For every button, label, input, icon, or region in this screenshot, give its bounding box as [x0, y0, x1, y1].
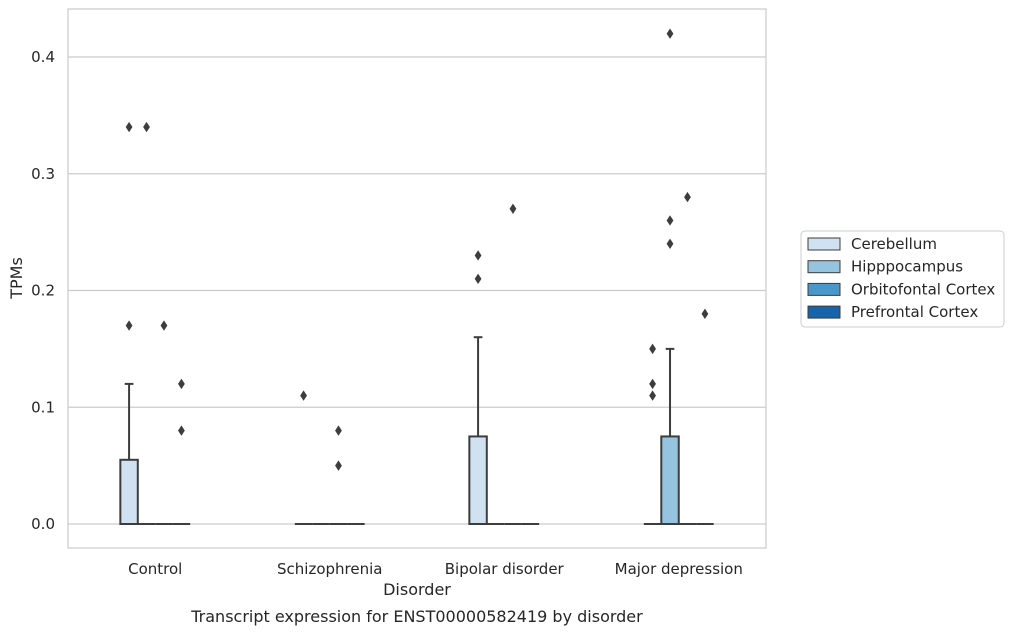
legend-swatch — [807, 282, 841, 296]
y-axis-label: TPMs — [7, 257, 26, 300]
outlier-point — [143, 121, 150, 133]
x-axis-label: Disorder — [383, 580, 451, 599]
outlier-point — [509, 203, 517, 214]
x-tick-label: Major depression — [615, 560, 743, 578]
legend-swatch — [807, 237, 841, 251]
outlier-point — [701, 308, 709, 320]
x-tick-label: Control — [128, 560, 182, 578]
box-hipppocampus — [137, 121, 156, 525]
outlier-point — [649, 343, 656, 355]
box-prefrontal-cortex — [172, 378, 191, 525]
outlier-point — [160, 320, 168, 331]
x-tick-label: Bipolar disorder — [445, 560, 565, 578]
outlier-point — [666, 28, 674, 39]
x-tick-label: Schizophrenia — [277, 560, 382, 578]
box-cerebellum — [643, 343, 662, 525]
plot-area — [119, 28, 714, 526]
legend-label: Orbitofontal Cortex — [851, 280, 995, 298]
y-tick-labels: 0.0 0.1 0.2 0.3 0.4 — [31, 48, 55, 533]
outlier-point — [649, 390, 656, 401]
box-hipppocampus — [660, 28, 680, 525]
outlier-point — [666, 215, 674, 226]
outlier-point — [178, 378, 185, 390]
box-prefrontal-cortex — [696, 308, 714, 525]
iqr-box — [660, 435, 680, 525]
legend-swatch — [807, 305, 841, 319]
box-cerebellum — [468, 250, 488, 525]
outlier-point — [474, 273, 482, 285]
outlier-point — [335, 425, 342, 436]
outlier-point — [125, 121, 133, 133]
outlier-point — [335, 460, 342, 471]
legend: Cerebellum Hipppocampus Orbitofontal Corte… — [800, 230, 1005, 328]
y-tick-label: 0.1 — [31, 398, 55, 416]
outlier-point — [666, 238, 674, 249]
box-orbitofontal-cortex — [678, 191, 697, 525]
y-tick-label: 0.4 — [31, 48, 55, 66]
outlier-point — [125, 320, 133, 331]
outlier-point — [684, 191, 691, 203]
legend-items: Cerebellum Hipppocampus Orbitofontal Corte… — [807, 235, 995, 321]
legend-frame — [800, 230, 1005, 328]
legend-swatch — [807, 260, 841, 274]
box-orbitofontal-cortex — [329, 425, 348, 525]
chart-caption: Transcript expression for ENST0000058241… — [190, 607, 643, 626]
legend-label: Prefrontal Cortex — [851, 303, 978, 321]
outlier-point — [649, 378, 656, 390]
y-tick-label: 0.3 — [31, 165, 55, 183]
y-tick-label: 0.2 — [31, 282, 55, 300]
outlier-point — [178, 425, 185, 436]
legend-label: Hipppocampus — [851, 258, 963, 276]
box-orbitofontal-cortex — [155, 320, 173, 525]
box-cerebellum — [119, 121, 139, 526]
outlier-point — [300, 390, 307, 401]
x-tick-labels: Control Schizophrenia Bipolar disorder Majo… — [128, 560, 743, 578]
outlier-point — [474, 250, 482, 261]
legend-label: Cerebellum — [851, 235, 937, 253]
iqr-box — [119, 458, 139, 526]
box-orbitofontal-cortex — [504, 203, 522, 525]
plot-frame — [67, 8, 767, 549]
iqr-box — [468, 435, 488, 525]
y-tick-label: 0.0 — [31, 515, 55, 533]
